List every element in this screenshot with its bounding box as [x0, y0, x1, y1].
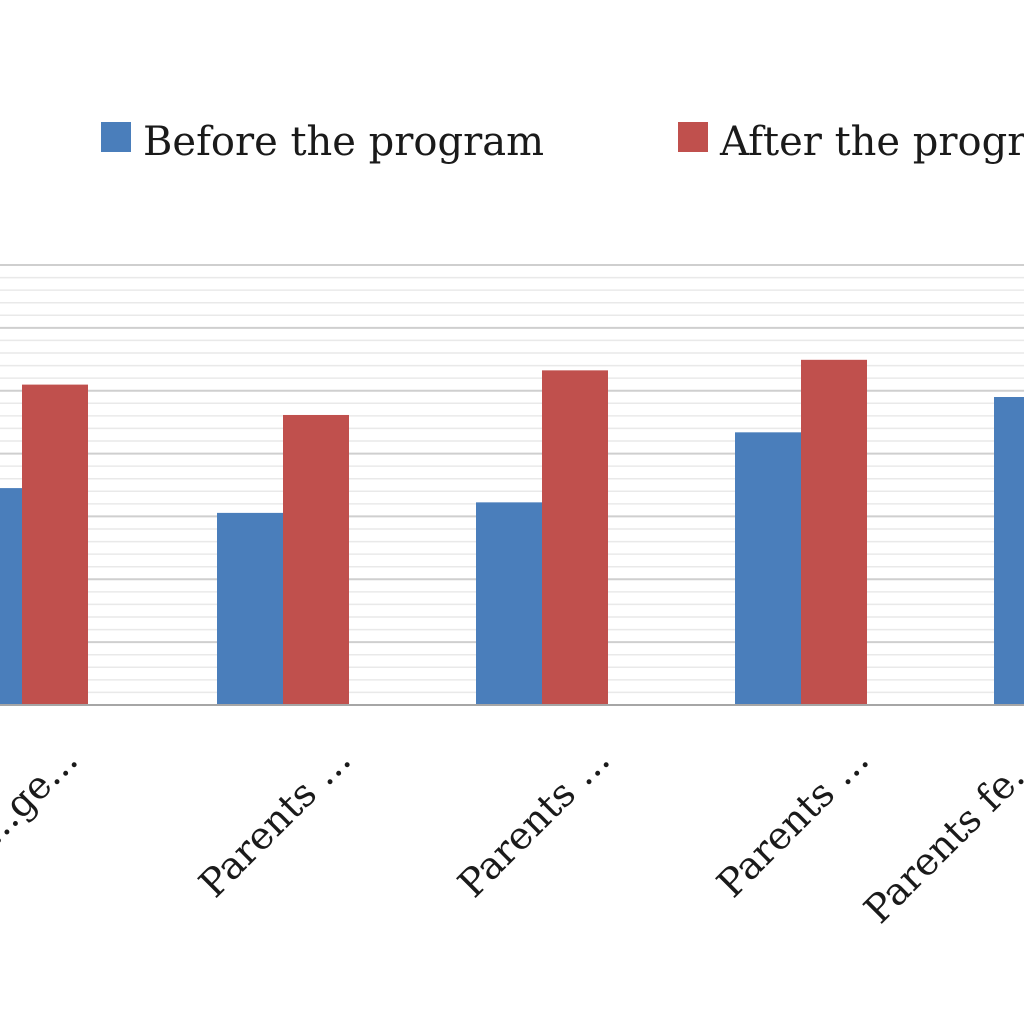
bar-after-2 — [283, 414, 349, 705]
legend-label-after: After the program — [719, 119, 1024, 165]
bar-after-4 — [801, 359, 867, 705]
legend-swatch-after — [678, 122, 708, 152]
x-tick-label-2: Parents ... — [190, 737, 359, 906]
x-tick-label-3: Parents ... — [449, 737, 618, 906]
legend-swatch-before — [101, 122, 131, 152]
x-tick-label-4: Parents ... — [708, 737, 877, 906]
legend-item-after: After the program — [678, 119, 1024, 165]
bar-before-3 — [476, 502, 542, 705]
x-tick-label-5: Parents fe... — [855, 737, 1024, 932]
bar-before-1 — [0, 488, 22, 705]
x-tick-labels: ...ge... Parents ... Parents ... Parents ..… — [0, 737, 1024, 932]
bar-before-2 — [217, 512, 283, 705]
bar-after-1 — [22, 384, 88, 705]
legend-item-before: Before the program — [101, 119, 544, 165]
bar-before-5 — [994, 397, 1024, 705]
bar-after-3 — [542, 370, 608, 705]
bars — [0, 359, 1024, 705]
x-tick-label-1: ...ge... — [0, 737, 86, 852]
legend: Before the program After the program — [101, 119, 1024, 165]
bar-before-4 — [735, 432, 801, 705]
legend-label-before: Before the program — [143, 119, 544, 165]
